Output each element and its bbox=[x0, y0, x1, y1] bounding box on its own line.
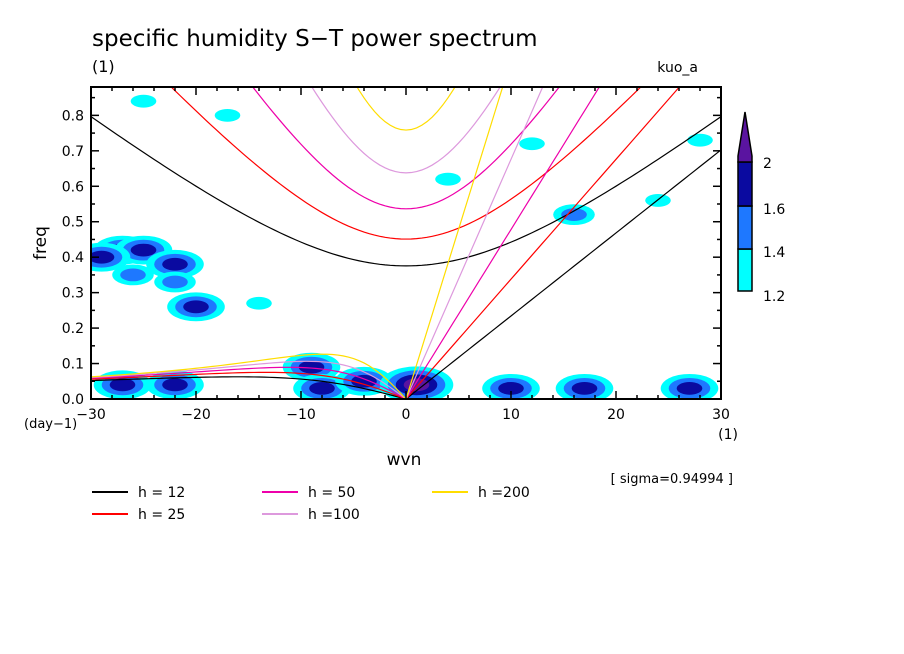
colorbar-segment bbox=[737, 248, 753, 292]
power-blob bbox=[162, 275, 188, 289]
power-blob bbox=[298, 360, 325, 374]
power-blob bbox=[561, 208, 587, 222]
power-blob bbox=[351, 374, 377, 388]
y-axis: 0.0 0.1 0.2 0.3 0.4 0.5 0.6 0.7 0.8 bbox=[62, 96, 721, 408]
rossby-curve bbox=[91, 376, 407, 399]
y-tick-label: 0.0 bbox=[62, 392, 84, 408]
x-axis: −30 −20 −10 0 10 20 30 bbox=[76, 87, 730, 423]
colorbar-arrow bbox=[737, 111, 753, 163]
sigma-annotation: [ sigma=0.94994 ] bbox=[611, 472, 733, 487]
x-tick-label: 0 bbox=[402, 407, 411, 423]
power-blob bbox=[109, 378, 136, 392]
power-blob bbox=[183, 300, 209, 314]
x-tick-label: 20 bbox=[607, 407, 625, 423]
power-blob bbox=[676, 381, 703, 395]
x-tick-label: −20 bbox=[181, 407, 211, 423]
chart-title: specific humidity S−T power spectrum bbox=[92, 26, 538, 52]
x-tick-label: −30 bbox=[76, 407, 106, 423]
y-tick-label: 0.3 bbox=[62, 286, 84, 302]
dispersion-curves bbox=[91, 87, 721, 399]
colorbar-label: 1.2 bbox=[763, 289, 785, 305]
power-blob bbox=[435, 172, 461, 186]
y-tick-label: 0.6 bbox=[62, 179, 84, 195]
y-tick-label: 0.4 bbox=[62, 250, 84, 266]
rossby-curve bbox=[91, 366, 407, 399]
power-blob bbox=[162, 378, 188, 392]
power-blob bbox=[571, 381, 598, 395]
x-tick-label: −10 bbox=[286, 407, 316, 423]
y-tick-label: 0.2 bbox=[62, 321, 84, 337]
chart-subtitle-left: (1) bbox=[92, 57, 115, 76]
gravity-wave-curve bbox=[252, 87, 560, 210]
gravity-wave-curve bbox=[311, 87, 501, 174]
kelvin-curve bbox=[405, 87, 504, 399]
power-blob bbox=[309, 381, 335, 395]
y-tick-label: 0.1 bbox=[62, 357, 84, 373]
power-blob bbox=[130, 94, 157, 108]
legend: h = 12 h = 25 h = 50 h =100 h =200 bbox=[92, 485, 530, 523]
chart-subtitle-right: kuo_a bbox=[657, 60, 698, 76]
y-axis-label: freq bbox=[31, 226, 51, 260]
gravity-wave-curve bbox=[91, 116, 721, 267]
kelvin-curve bbox=[405, 149, 721, 399]
y-tick-label: 0.8 bbox=[62, 108, 84, 124]
power-blob bbox=[120, 268, 146, 282]
power-contours bbox=[91, 94, 719, 399]
y-axis-unit: (day−1) bbox=[24, 417, 77, 432]
kelvin-curve bbox=[405, 87, 601, 399]
colorbar-segment bbox=[737, 161, 753, 207]
power-blob bbox=[246, 296, 272, 310]
x-tick-label: 10 bbox=[502, 407, 520, 423]
power-blob bbox=[403, 378, 430, 392]
power-blob bbox=[519, 137, 545, 151]
power-blob bbox=[91, 250, 115, 264]
power-blob bbox=[162, 257, 188, 271]
power-blob bbox=[130, 243, 157, 257]
colorbar-segment bbox=[737, 205, 753, 250]
kelvin-curve bbox=[405, 87, 544, 399]
gravity-wave-curve bbox=[170, 87, 642, 240]
legend-label: h =200 bbox=[478, 485, 530, 501]
colorbar-label: 2 bbox=[763, 156, 772, 172]
legend-label: h = 25 bbox=[138, 507, 185, 523]
legend-label: h =100 bbox=[308, 507, 360, 523]
x-axis-unit: (1) bbox=[718, 427, 738, 443]
y-tick-label: 0.5 bbox=[62, 215, 84, 231]
power-blob bbox=[214, 108, 241, 122]
colorbar: 1.2 1.4 1.6 2 bbox=[737, 111, 785, 305]
colorbar-label: 1.4 bbox=[763, 245, 785, 261]
y-tick-label: 0.7 bbox=[62, 144, 84, 160]
gravity-wave-curve bbox=[356, 87, 456, 131]
rossby-curve bbox=[91, 371, 407, 399]
colorbar-label: 1.6 bbox=[763, 202, 785, 218]
rossby-curve bbox=[91, 360, 407, 399]
power-blob bbox=[687, 133, 713, 147]
plot-frame bbox=[90, 86, 722, 400]
kelvin-curve bbox=[405, 87, 681, 399]
x-axis-label: wvn bbox=[387, 450, 422, 470]
legend-label: h = 12 bbox=[138, 485, 185, 501]
power-blob bbox=[498, 381, 524, 395]
legend-label: h = 50 bbox=[308, 485, 355, 501]
x-tick-label: 30 bbox=[712, 407, 730, 423]
rossby-curve bbox=[91, 353, 407, 399]
